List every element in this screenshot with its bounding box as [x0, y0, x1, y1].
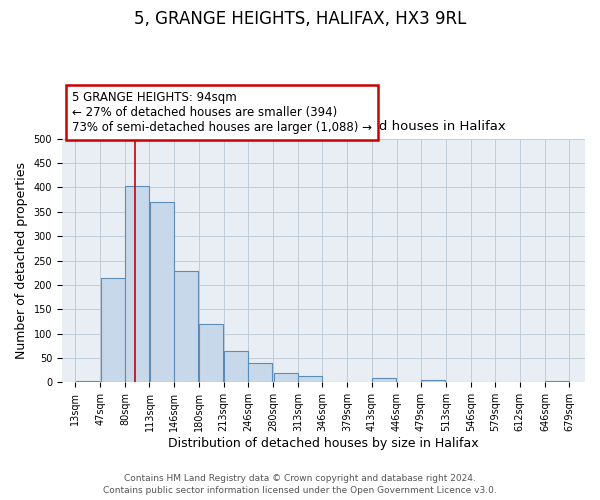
Bar — [248, 364, 272, 382]
Text: Contains HM Land Registry data © Crown copyright and database right 2024.
Contai: Contains HM Land Registry data © Crown c… — [103, 474, 497, 495]
Bar — [76, 381, 100, 382]
Title: Size of property relative to detached houses in Halifax: Size of property relative to detached ho… — [142, 120, 505, 134]
Bar — [174, 271, 198, 382]
Bar — [125, 186, 149, 382]
Bar — [224, 350, 248, 382]
X-axis label: Distribution of detached houses by size in Halifax: Distribution of detached houses by size … — [168, 437, 479, 450]
Y-axis label: Number of detached properties: Number of detached properties — [15, 162, 28, 359]
Bar — [199, 324, 223, 382]
Bar — [101, 278, 125, 382]
Bar — [373, 378, 396, 382]
Text: 5, GRANGE HEIGHTS, HALIFAX, HX3 9RL: 5, GRANGE HEIGHTS, HALIFAX, HX3 9RL — [134, 10, 466, 28]
Bar — [150, 202, 173, 382]
Bar — [421, 380, 445, 382]
Bar — [274, 372, 298, 382]
Bar — [298, 376, 322, 382]
Text: 5 GRANGE HEIGHTS: 94sqm
← 27% of detached houses are smaller (394)
73% of semi-d: 5 GRANGE HEIGHTS: 94sqm ← 27% of detache… — [73, 91, 373, 134]
